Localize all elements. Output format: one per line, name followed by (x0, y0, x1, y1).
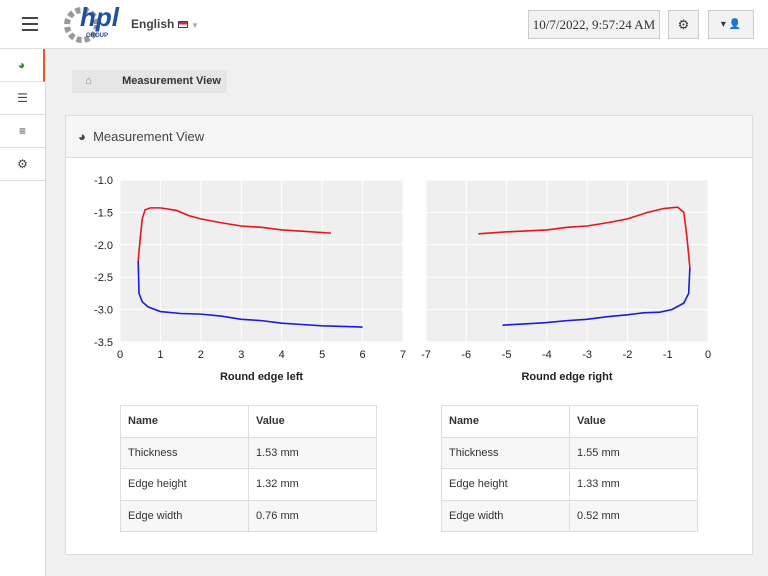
logo-gear (64, 7, 100, 43)
x-tick-label: 6 (360, 349, 366, 361)
x-tick-label: -6 (461, 349, 471, 361)
nav-list[interactable]: ≡ (0, 115, 45, 148)
x-tick-label: -2 (623, 349, 633, 361)
x-tick-label: -5 (502, 349, 512, 361)
datetime: 10/7/2022, 9:57:24 AM (528, 10, 660, 39)
table-header-cell: Value (248, 405, 377, 438)
nav-dashboard[interactable]: ◕ (0, 49, 45, 82)
table-cell: Edge height (441, 468, 570, 501)
table-cell: Edge width (441, 499, 570, 532)
x-tick-label: -7 (421, 349, 431, 361)
x-axis-label: Round edge right (521, 371, 612, 383)
table-cell: Thickness (120, 436, 249, 469)
plot-area (120, 180, 403, 342)
line (137, 260, 363, 328)
y-tick-label: -1.5 (94, 207, 113, 219)
nav-settings[interactable]: ☰ (0, 82, 45, 115)
sidebar: ◕ ☰ ≡ ⚙ (0, 49, 46, 576)
logo-sub: GROUP (86, 33, 109, 39)
table-header-cell: Name (441, 405, 570, 438)
menu-button[interactable] (22, 17, 38, 31)
table-row: Edge height 1.33 mm (441, 468, 698, 501)
x-tick-label: 4 (279, 349, 285, 361)
x-tick-label: -3 (582, 349, 592, 361)
table-row: Edge width 0.76 mm (120, 499, 377, 532)
table-cell: 1.32 mm (248, 468, 377, 501)
table-row: Edge width 0.52 mm (441, 499, 698, 532)
table-row: Thickness 1.53 mm (120, 436, 377, 469)
table-cell: 1.55 mm (569, 436, 698, 469)
x-tick-label: 2 (198, 349, 204, 361)
x-tick-label: 0 (117, 349, 123, 361)
breadcrumb: ⌂ Measurement View (72, 70, 227, 93)
x-tick-label: 1 (157, 349, 163, 361)
panel-header: ◕ Measurement View (66, 116, 752, 158)
charts: -1.0 -1.5 -2.0 -2.5 -3.0 -3.5 0 1 2 3 4 5 6 7 Round ed… (94, 175, 711, 383)
table-cell: 0.76 mm (248, 499, 377, 532)
table-row: Edge height 1.32 mm (120, 468, 377, 501)
x-tick-label: 0 (705, 349, 711, 361)
language[interactable]: English ▼ (131, 17, 199, 31)
value-table: Name Value Thickness 1.53 mm Edge height 1.32… (120, 405, 377, 532)
table-cell: 1.33 mm (569, 468, 698, 501)
nav-config[interactable]: ⚙ (0, 148, 45, 181)
y-tick-label: -3.5 (94, 337, 113, 349)
table-header-row: Name Value (441, 405, 698, 438)
panel-title: Measurement View (93, 129, 205, 144)
table-cell: 0.52 mm (569, 499, 698, 532)
plot-area (426, 180, 708, 342)
table-header-cell: Value (569, 405, 698, 438)
top-bar: hpl GROUP English ▼ 10/7/2022, 9:57:24 A… (0, 0, 768, 49)
x-tick-label: 3 (238, 349, 244, 361)
value-table: Name Value Thickness 1.55 mm Edge height 1.33… (441, 405, 698, 532)
line (137, 207, 332, 262)
language-label: English (131, 17, 175, 31)
x-tick-label: 7 (400, 349, 406, 361)
x-tick-label: 5 (319, 349, 325, 361)
y-tick-label: -1.0 (94, 175, 113, 187)
line (478, 206, 691, 268)
x-axis-label: Round edge left (220, 371, 303, 383)
line (502, 267, 691, 326)
logo: hpl (80, 2, 119, 32)
table-header-cell: Name (120, 405, 249, 438)
x-tick-label: -1 (663, 349, 673, 361)
y-tick-label: -2.0 (94, 240, 113, 252)
table-cell: Edge width (120, 499, 249, 532)
settings-button[interactable]: ⚙ (668, 10, 699, 39)
table-cell: Edge height (120, 468, 249, 501)
home-icon[interactable]: ⌂ (85, 75, 92, 87)
table-row: Thickness 1.55 mm (441, 436, 698, 469)
y-tick-label: -3.0 (94, 305, 113, 317)
y-tick-label: -2.5 (94, 272, 113, 284)
user-button[interactable]: ▾ 👤 (708, 10, 754, 39)
table-cell: 1.53 mm (248, 436, 377, 469)
breadcrumb-item: Measurement View (122, 75, 221, 87)
table-header-row: Name Value (120, 405, 377, 438)
table-cell: Thickness (441, 436, 570, 469)
x-tick-label: -4 (542, 349, 552, 361)
